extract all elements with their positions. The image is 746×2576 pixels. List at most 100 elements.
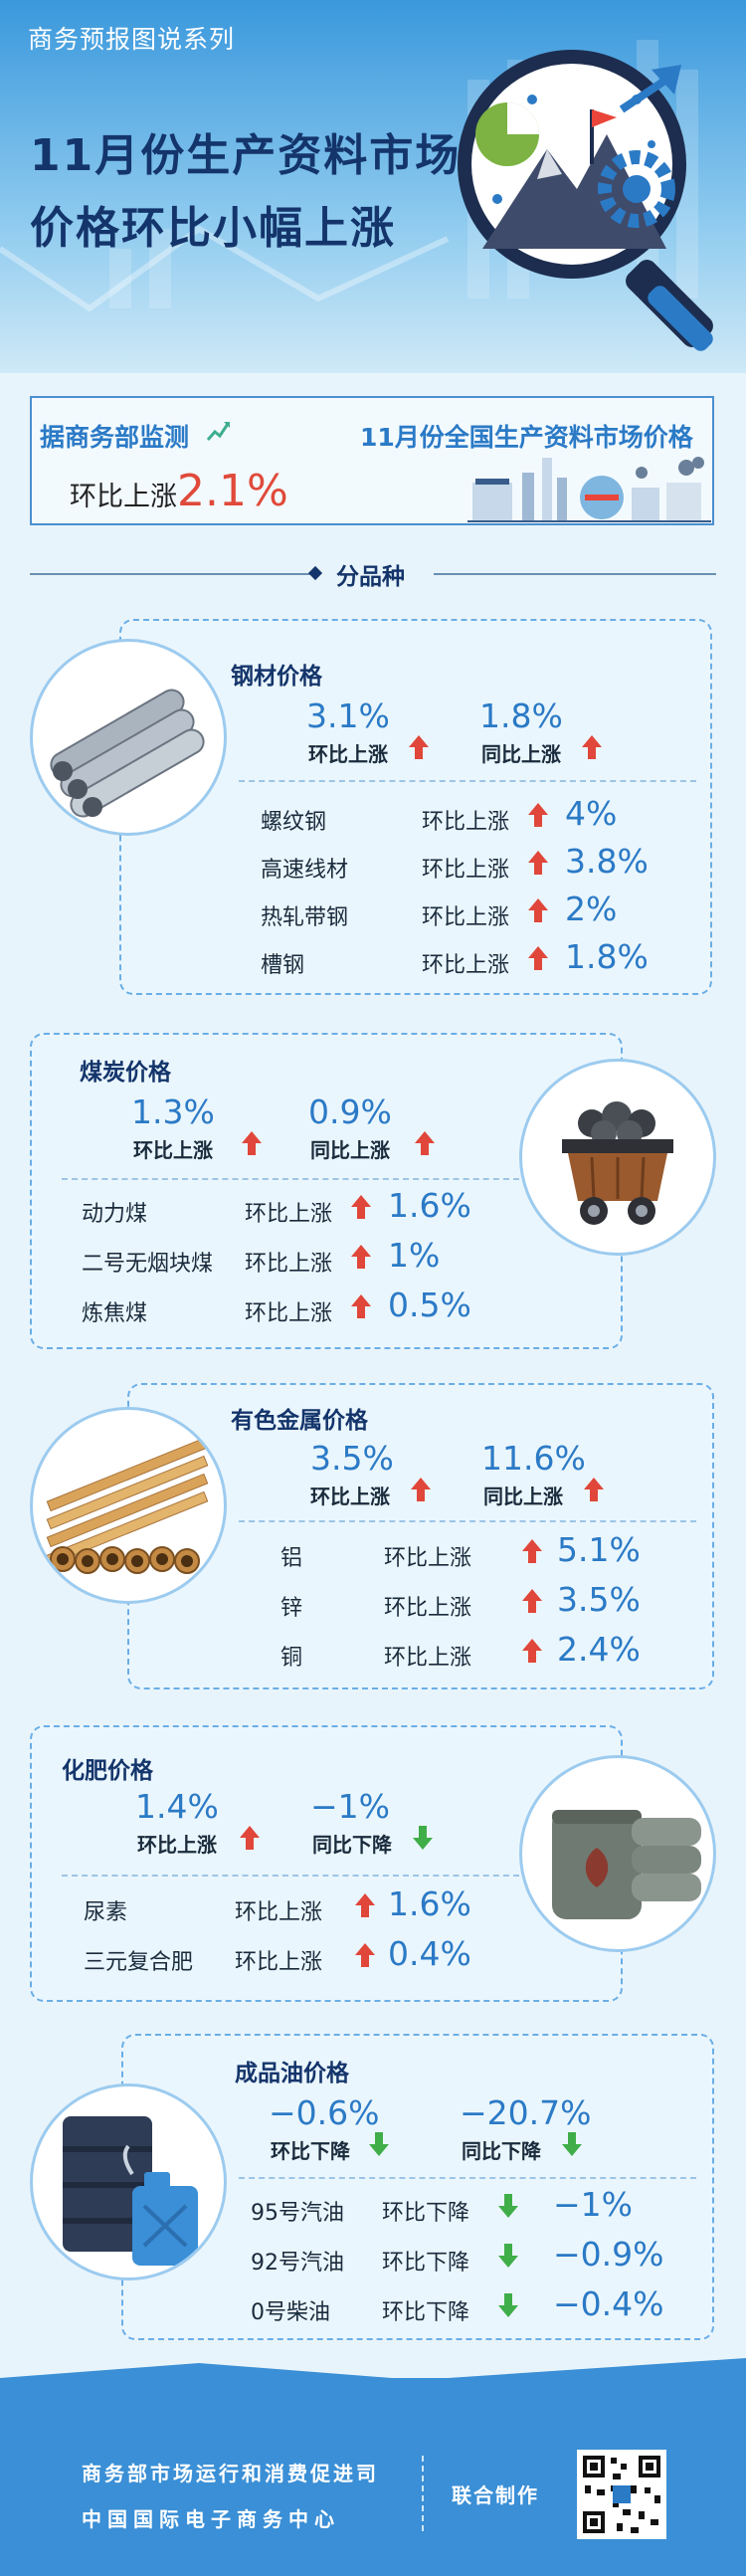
coal-item-name: 动力煤 bbox=[82, 1202, 148, 1227]
arrow-down-icon bbox=[562, 2132, 582, 2156]
metal-image-circle bbox=[30, 1407, 227, 1604]
steel-title: 钢材价格 bbox=[231, 664, 322, 690]
footer-divider bbox=[422, 2456, 424, 2531]
arrow-down-icon bbox=[369, 2132, 389, 2156]
fertilizer-item-label: 环比上涨 bbox=[235, 1950, 323, 1975]
oil-mom-value: −0.6% bbox=[269, 2093, 380, 2132]
fertilizer-image-circle bbox=[519, 1755, 716, 1952]
arrow-up-icon bbox=[351, 1294, 371, 1318]
magnifier-illustration bbox=[458, 50, 713, 351]
oil-item-name: 95号汽油 bbox=[251, 2201, 344, 2226]
steel-image-circle bbox=[30, 639, 227, 836]
coal-panel bbox=[30, 1033, 623, 1349]
arrow-up-icon bbox=[242, 1131, 262, 1155]
arrow-up-icon bbox=[351, 1245, 371, 1269]
oil-item-value: −1% bbox=[553, 2185, 634, 2224]
steel-mom-label: 环比上涨 bbox=[308, 742, 388, 766]
arrow-up-icon bbox=[528, 946, 548, 970]
divider-diamond bbox=[307, 565, 323, 581]
arrow-down-icon bbox=[498, 2244, 518, 2268]
coal-item-name: 炼焦煤 bbox=[82, 1301, 148, 1326]
summary-change-value: 2.1% bbox=[177, 466, 288, 516]
arrow-up-icon bbox=[355, 1943, 375, 1967]
summary-change-label: 环比上涨 bbox=[70, 482, 177, 512]
metal-title: 有色金属价格 bbox=[231, 1408, 368, 1434]
oil-barrel-icon bbox=[63, 2116, 198, 2266]
coal-yoy-label: 同比上涨 bbox=[310, 1138, 390, 1162]
arrow-up-icon bbox=[415, 1131, 435, 1155]
steel-item-name: 槽钢 bbox=[261, 953, 305, 978]
coal-item-name: 二号无烟块煤 bbox=[82, 1252, 214, 1277]
summary-scope: 11月份全国生产资料市场价格 bbox=[360, 423, 693, 452]
metal-item-label: 环比上涨 bbox=[384, 1546, 472, 1571]
arrow-down-icon bbox=[413, 1826, 433, 1850]
footer-org1: 商务部市场运行和消费促进司 bbox=[82, 2462, 379, 2485]
trend-up-icon bbox=[206, 422, 230, 441]
arrow-up-icon bbox=[528, 803, 548, 827]
metal-item-name: 铝 bbox=[280, 1546, 303, 1571]
steel-item-label: 环比上涨 bbox=[422, 905, 510, 930]
header-banner: 商务预报图说系列 11月份生产资料市场 价格环比小幅上涨 bbox=[0, 0, 746, 373]
metal-item-label: 环比上涨 bbox=[384, 1646, 472, 1671]
coal-mom-label: 环比上涨 bbox=[133, 1138, 213, 1162]
fertilizer-yoy-value: −1% bbox=[310, 1787, 391, 1826]
steel-item-value: 3.8% bbox=[565, 842, 649, 881]
oil-item-label: 环比下降 bbox=[382, 2300, 470, 2325]
arrow-up-icon bbox=[522, 1539, 542, 1563]
arrow-up-icon bbox=[240, 1826, 260, 1850]
fertilizer-item-name: 尿素 bbox=[84, 1900, 128, 1925]
fertilizer-mom-label: 环比上涨 bbox=[137, 1833, 217, 1857]
arrow-down-icon bbox=[498, 2194, 518, 2218]
metal-item-name: 锌 bbox=[280, 1596, 303, 1621]
page-title-line1: 11月份生产资料市场 bbox=[30, 130, 462, 181]
oil-image-circle bbox=[30, 2083, 227, 2280]
oil-item-label: 环比下降 bbox=[382, 2201, 470, 2226]
steel-item-label: 环比上涨 bbox=[422, 858, 510, 883]
series-label: 商务预报图说系列 bbox=[28, 25, 236, 54]
metal-item-value: 5.1% bbox=[557, 1530, 641, 1569]
footer-joint: 联合制作 bbox=[452, 2483, 539, 2507]
steel-item-label: 环比上涨 bbox=[422, 953, 510, 978]
arrow-up-icon bbox=[411, 1478, 431, 1501]
divider-title: 分品种 bbox=[336, 564, 405, 590]
coal-mom-value: 1.3% bbox=[131, 1092, 215, 1131]
steel-item-name: 高速线材 bbox=[261, 858, 349, 883]
arrow-up-icon bbox=[522, 1639, 542, 1663]
arrow-up-icon bbox=[582, 735, 602, 759]
divider-line-right bbox=[434, 573, 716, 575]
coal-item-label: 环比上涨 bbox=[245, 1252, 333, 1277]
steel-item-value: 4% bbox=[565, 794, 618, 833]
coal-item-label: 环比上涨 bbox=[245, 1202, 333, 1227]
coal-yoy-value: 0.9% bbox=[308, 1092, 392, 1131]
copper-pipes-icon bbox=[46, 1437, 209, 1574]
steel-item-name: 热轧带钢 bbox=[261, 905, 349, 930]
coal-title: 煤炭价格 bbox=[80, 1060, 171, 1086]
factory-illustration bbox=[467, 457, 711, 522]
fertilizer-bags-icon bbox=[552, 1810, 701, 1919]
coal-item-value: 1.6% bbox=[388, 1186, 471, 1225]
metal-panel bbox=[127, 1383, 714, 1689]
oil-item-name: 92号汽油 bbox=[251, 2251, 344, 2276]
coal-item-label: 环比上涨 bbox=[245, 1301, 333, 1326]
coal-divider bbox=[62, 1178, 519, 1180]
steel-pipes-icon bbox=[50, 689, 205, 818]
metal-divider bbox=[239, 1520, 696, 1522]
metal-item-label: 环比上涨 bbox=[384, 1596, 472, 1621]
fertilizer-item-label: 环比上涨 bbox=[235, 1900, 323, 1925]
metal-mom-label: 环比上涨 bbox=[310, 1485, 390, 1508]
summary-source: 据商务部监测 bbox=[40, 423, 190, 452]
oil-mom-label: 环比下降 bbox=[271, 2139, 350, 2163]
arrow-up-icon bbox=[528, 851, 548, 875]
oil-item-value: −0.4% bbox=[553, 2284, 664, 2323]
steel-item-label: 环比上涨 bbox=[422, 810, 510, 835]
steel-panel bbox=[119, 619, 712, 995]
fertilizer-item-value: 1.6% bbox=[388, 1884, 471, 1923]
footer-org2: 中国国际电子商务中心 bbox=[82, 2507, 340, 2531]
steel-divider bbox=[239, 780, 696, 782]
steel-item-value: 1.8% bbox=[565, 937, 649, 976]
qr-code-icon bbox=[577, 2450, 666, 2539]
summary-change: 环比上涨2.1% bbox=[70, 466, 288, 516]
coal-cart-icon bbox=[562, 1101, 673, 1225]
steel-yoy-value: 1.8% bbox=[479, 696, 563, 735]
oil-divider bbox=[239, 2177, 696, 2179]
